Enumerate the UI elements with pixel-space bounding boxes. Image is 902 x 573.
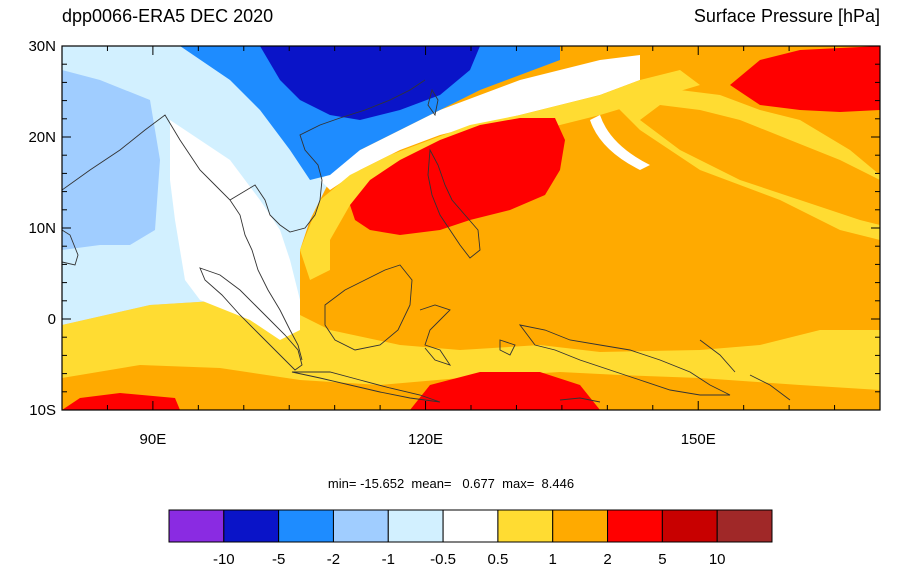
lat-label: 10N	[28, 220, 56, 237]
field-orange-east	[640, 105, 880, 225]
coast-sumatra	[199, 267, 303, 371]
coast-indochina	[229, 79, 426, 233]
colorbar-label: -1	[382, 551, 395, 568]
coast-taiwan	[427, 88, 439, 117]
field-red-southwest	[62, 393, 180, 410]
colorbar-label: 2	[603, 551, 611, 568]
colorbar-box	[223, 509, 280, 543]
stat-min: -15.652	[360, 476, 405, 491]
colorbar-box	[442, 509, 499, 543]
colorbar-box	[497, 509, 554, 543]
lon-label: 90E	[140, 431, 167, 448]
coast-java	[291, 371, 441, 403]
field-darkblue-north	[260, 46, 480, 120]
colorbar-label: -2	[327, 551, 340, 568]
field-red-philippines	[350, 118, 565, 235]
coast-philippines	[427, 148, 481, 259]
lat-label: 0	[48, 311, 56, 328]
pressure-field	[62, 46, 880, 410]
lat-label: 30N	[28, 38, 56, 55]
colorbar-box	[332, 509, 389, 543]
field-white-streak	[590, 115, 650, 170]
coastlines	[62, 79, 791, 403]
stat-max: 8.446	[541, 476, 575, 491]
coast-india	[62, 229, 79, 266]
lon-label: 150E	[681, 431, 716, 448]
coast-timor	[559, 397, 601, 403]
coast-halmahera	[499, 339, 516, 356]
axis-labels: 30N 20N 10N 0 10S 90E 120E 150E	[28, 38, 715, 448]
colorbar-label: -0.5	[430, 551, 456, 568]
lon-label: 120E	[408, 431, 443, 448]
field-blue-indian	[62, 70, 160, 250]
colorbar-box	[387, 509, 444, 543]
colorbar-box	[278, 509, 334, 543]
lat-label: 20N	[28, 129, 56, 146]
map-title: dpp0066-ERA5 DEC 2020	[62, 6, 274, 26]
field-white-land	[170, 120, 300, 340]
variable-title: Surface Pressure [hPa]	[693, 6, 880, 26]
field-white-band	[320, 55, 640, 190]
coast-myanmar-malay	[62, 114, 303, 361]
colorbar-label: 5	[658, 551, 666, 568]
coast-borneo	[324, 264, 413, 351]
colorbar-label: 0.5	[487, 551, 508, 568]
coast-new-guinea	[518, 324, 731, 396]
coast-sulawesi	[419, 304, 452, 366]
colorbar-label: -5	[272, 551, 285, 568]
stat-mean: 0.677	[462, 476, 495, 491]
field-red-northeast	[730, 46, 880, 112]
colorbar-boxes	[168, 509, 773, 543]
axis-ticks	[61, 45, 881, 411]
field-red-south	[410, 372, 600, 410]
colorbar-labels: -10 -5 -2 -1 -0.5 0.5 1 2 5 10	[213, 551, 726, 568]
coast-solomons	[749, 374, 791, 401]
colorbar-box	[661, 509, 718, 543]
colorbar-box	[716, 509, 773, 543]
field-statistics: min= -15.652 mean= 0.677 max= 8.446	[327, 476, 575, 491]
colorbar-box	[607, 509, 663, 543]
colorbar-label: 1	[549, 551, 557, 568]
coast-new-britain	[699, 339, 736, 373]
colorbar-box	[552, 509, 609, 543]
colorbar-label: -10	[213, 551, 235, 568]
colorbar-box	[168, 509, 225, 543]
colorbar-label: 10	[709, 551, 726, 568]
lat-label: 10S	[29, 402, 56, 419]
